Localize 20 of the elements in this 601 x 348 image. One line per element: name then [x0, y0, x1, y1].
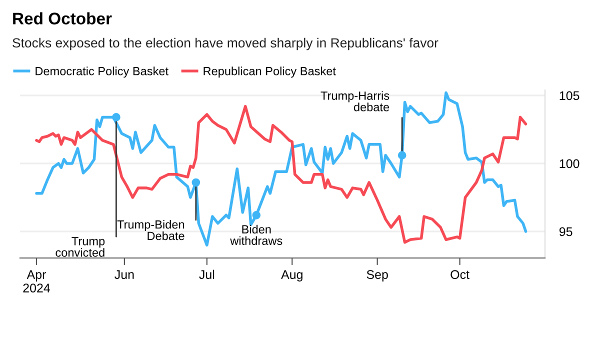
- point: [398, 151, 406, 160]
- point: [252, 210, 261, 220]
- annotation: Biden withdraws: [230, 224, 282, 245]
- annotation: Trump convicted: [56, 237, 105, 257]
- chart-subtitle: Stocks exposed to the election have moved sharply in Republicans' favor: [12, 38, 438, 50]
- chart-title: Red October: [13, 12, 112, 24]
- point: [192, 178, 200, 187]
- x-tick-label: Jul: [199, 270, 214, 279]
- x-tick-label: Oct: [450, 270, 470, 279]
- x-tick-label: Sep: [366, 270, 388, 282]
- legend-label: Republican Policy Basket: [204, 66, 336, 78]
- annotation: Trump-Harris debate: [320, 91, 390, 112]
- x-tick-label: Apr 2024: [23, 270, 50, 292]
- y-tick-label: 95: [559, 227, 572, 236]
- annotation: Trump-Biden Debate: [117, 220, 184, 240]
- y-tick-label: 105: [560, 91, 580, 100]
- legend-label: Democratic Policy Basket: [36, 66, 168, 78]
- x-tick-label: Aug: [281, 270, 302, 282]
- x-tick-label: Jun: [114, 270, 134, 279]
- y-tick-label: 100: [560, 159, 580, 168]
